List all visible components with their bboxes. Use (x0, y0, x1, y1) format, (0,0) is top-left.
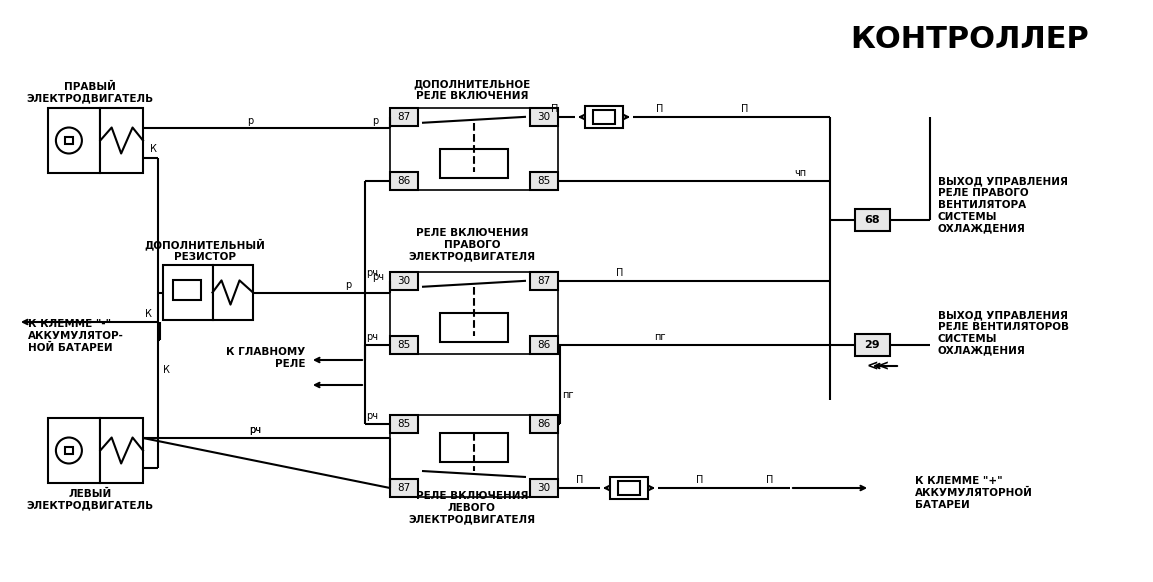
Text: рч: рч (372, 271, 384, 282)
Bar (530, 415, 558, 433)
Text: 85: 85 (398, 419, 410, 429)
Text: р: р (345, 279, 352, 289)
Bar (440, 313, 507, 342)
Bar (530, 479, 558, 497)
Text: рч: рч (249, 425, 261, 435)
Text: пг: пг (654, 332, 665, 342)
Text: 85: 85 (537, 176, 551, 186)
Text: ВЫХОД УПРАВЛЕНИЯ
РЕЛЕ ВЕНТИЛЯТОРОВ
СИСТЕМЫ
ОХЛАЖДЕНИЯ: ВЫХОД УПРАВЛЕНИЯ РЕЛЕ ВЕНТИЛЯТОРОВ СИСТЕ… (939, 311, 1069, 356)
Text: П: П (767, 475, 774, 485)
Bar (440, 433, 507, 462)
Text: П: П (696, 475, 703, 485)
Text: П: П (576, 475, 583, 485)
Bar (530, 108, 558, 126)
Text: РЕЛЕ ВКЛЮЧЕНИЯ
ЛЕВОГО
ЭЛЕКТРОДВИГАТЕЛЯ: РЕЛЕ ВКЛЮЧЕНИЯ ЛЕВОГО ЭЛЕКТРОДВИГАТЕЛЯ (408, 491, 535, 524)
Bar (390, 172, 419, 190)
Bar (173, 280, 201, 300)
Text: 87: 87 (537, 276, 551, 286)
Text: р: р (247, 116, 254, 126)
Bar (585, 106, 623, 128)
Text: К: К (150, 144, 157, 154)
Text: ДОПОЛНИТЕЛЬНЫЙ
РЕЗИСТОР: ДОПОЛНИТЕЛЬНЫЙ РЕЗИСТОР (144, 239, 265, 262)
Bar (618, 481, 640, 495)
Text: 86: 86 (537, 419, 551, 429)
Bar (390, 272, 558, 354)
Bar (530, 272, 558, 290)
Text: 86: 86 (398, 176, 410, 186)
Text: рч: рч (366, 268, 378, 278)
Text: К ГЛАВНОМУ
РЕЛЕ: К ГЛАВНОМУ РЕЛЕ (226, 347, 306, 369)
Bar (212, 265, 253, 320)
Text: П: П (551, 104, 559, 114)
Text: ПРАВЫЙ
ЭЛЕКТРОДВИГАТЕЛЬ: ПРАВЫЙ ЭЛЕКТРОДВИГАТЕЛЬ (27, 82, 153, 104)
Text: 30: 30 (537, 112, 551, 122)
Bar (390, 272, 419, 290)
Text: П: П (656, 104, 664, 114)
Text: П: П (741, 104, 748, 114)
Text: КОНТРОЛЛЕР: КОНТРОЛЛЕР (851, 26, 1090, 55)
Text: рч: рч (366, 411, 378, 421)
Text: 29: 29 (865, 340, 880, 350)
Text: рч: рч (249, 425, 261, 435)
Bar (390, 108, 558, 190)
Text: РЕЛЕ ВКЛЮЧЕНИЯ
ПРАВОГО
ЭЛЕКТРОДВИГАТЕЛЯ: РЕЛЕ ВКЛЮЧЕНИЯ ПРАВОГО ЭЛЕКТРОДВИГАТЕЛЯ (408, 228, 535, 261)
Text: К КЛЕММЕ "+"
АККУМУЛЯТОРНОЙ
БАТАРЕИ: К КЛЕММЕ "+" АККУМУЛЯТОРНОЙ БАТАРЕИ (915, 476, 1033, 510)
Bar (530, 336, 558, 354)
Bar (48, 418, 100, 483)
Text: ДОПОЛНИТЕЛЬНОЕ
РЕЛЕ ВКЛЮЧЕНИЯ: ДОПОЛНИТЕЛЬНОЕ РЕЛЕ ВКЛЮЧЕНИЯ (414, 79, 530, 101)
Bar (530, 172, 558, 190)
Text: К КЛЕММЕ "-"
АККУМУЛЯТОР-
НОЙ БАТАРЕИ: К КЛЕММЕ "-" АККУМУЛЯТОР- НОЙ БАТАРЕИ (28, 320, 123, 353)
Bar (65, 446, 73, 455)
Bar (610, 477, 648, 499)
Bar (440, 149, 507, 178)
Bar (163, 265, 212, 320)
Text: ВЫХОД УПРАВЛЕНИЯ
РЕЛЕ ПРАВОГО
ВЕНТИЛЯТОРА
СИСТЕМЫ
ОХЛАЖДЕНИЯ: ВЫХОД УПРАВЛЕНИЯ РЕЛЕ ПРАВОГО ВЕНТИЛЯТОР… (939, 177, 1068, 233)
Text: 30: 30 (537, 483, 551, 493)
Text: ЛЕВЫЙ
ЭЛЕКТРОДВИГАТЕЛЬ: ЛЕВЫЙ ЭЛЕКТРОДВИГАТЕЛЬ (27, 489, 153, 511)
Bar (100, 418, 143, 483)
Bar (65, 137, 73, 144)
Text: пг: пг (563, 390, 574, 400)
Text: К: К (144, 309, 151, 319)
Bar (593, 110, 615, 124)
Bar (390, 336, 419, 354)
Bar (390, 415, 558, 497)
Text: р: р (372, 116, 378, 126)
Bar (390, 415, 419, 433)
Text: <<: << (866, 359, 890, 373)
Bar (856, 334, 890, 356)
Text: 85: 85 (398, 340, 410, 350)
Text: П: П (617, 268, 624, 278)
Bar (390, 479, 419, 497)
Text: К: К (163, 365, 169, 375)
Bar (48, 108, 100, 173)
Text: 30: 30 (398, 276, 410, 286)
Bar (390, 108, 419, 126)
Text: 68: 68 (865, 215, 880, 225)
Bar (100, 108, 143, 173)
Text: 87: 87 (398, 112, 410, 122)
Text: 86: 86 (537, 340, 551, 350)
Bar (856, 209, 890, 231)
Text: рч: рч (366, 332, 378, 342)
Text: 87: 87 (398, 483, 410, 493)
Text: чп: чп (794, 168, 806, 178)
